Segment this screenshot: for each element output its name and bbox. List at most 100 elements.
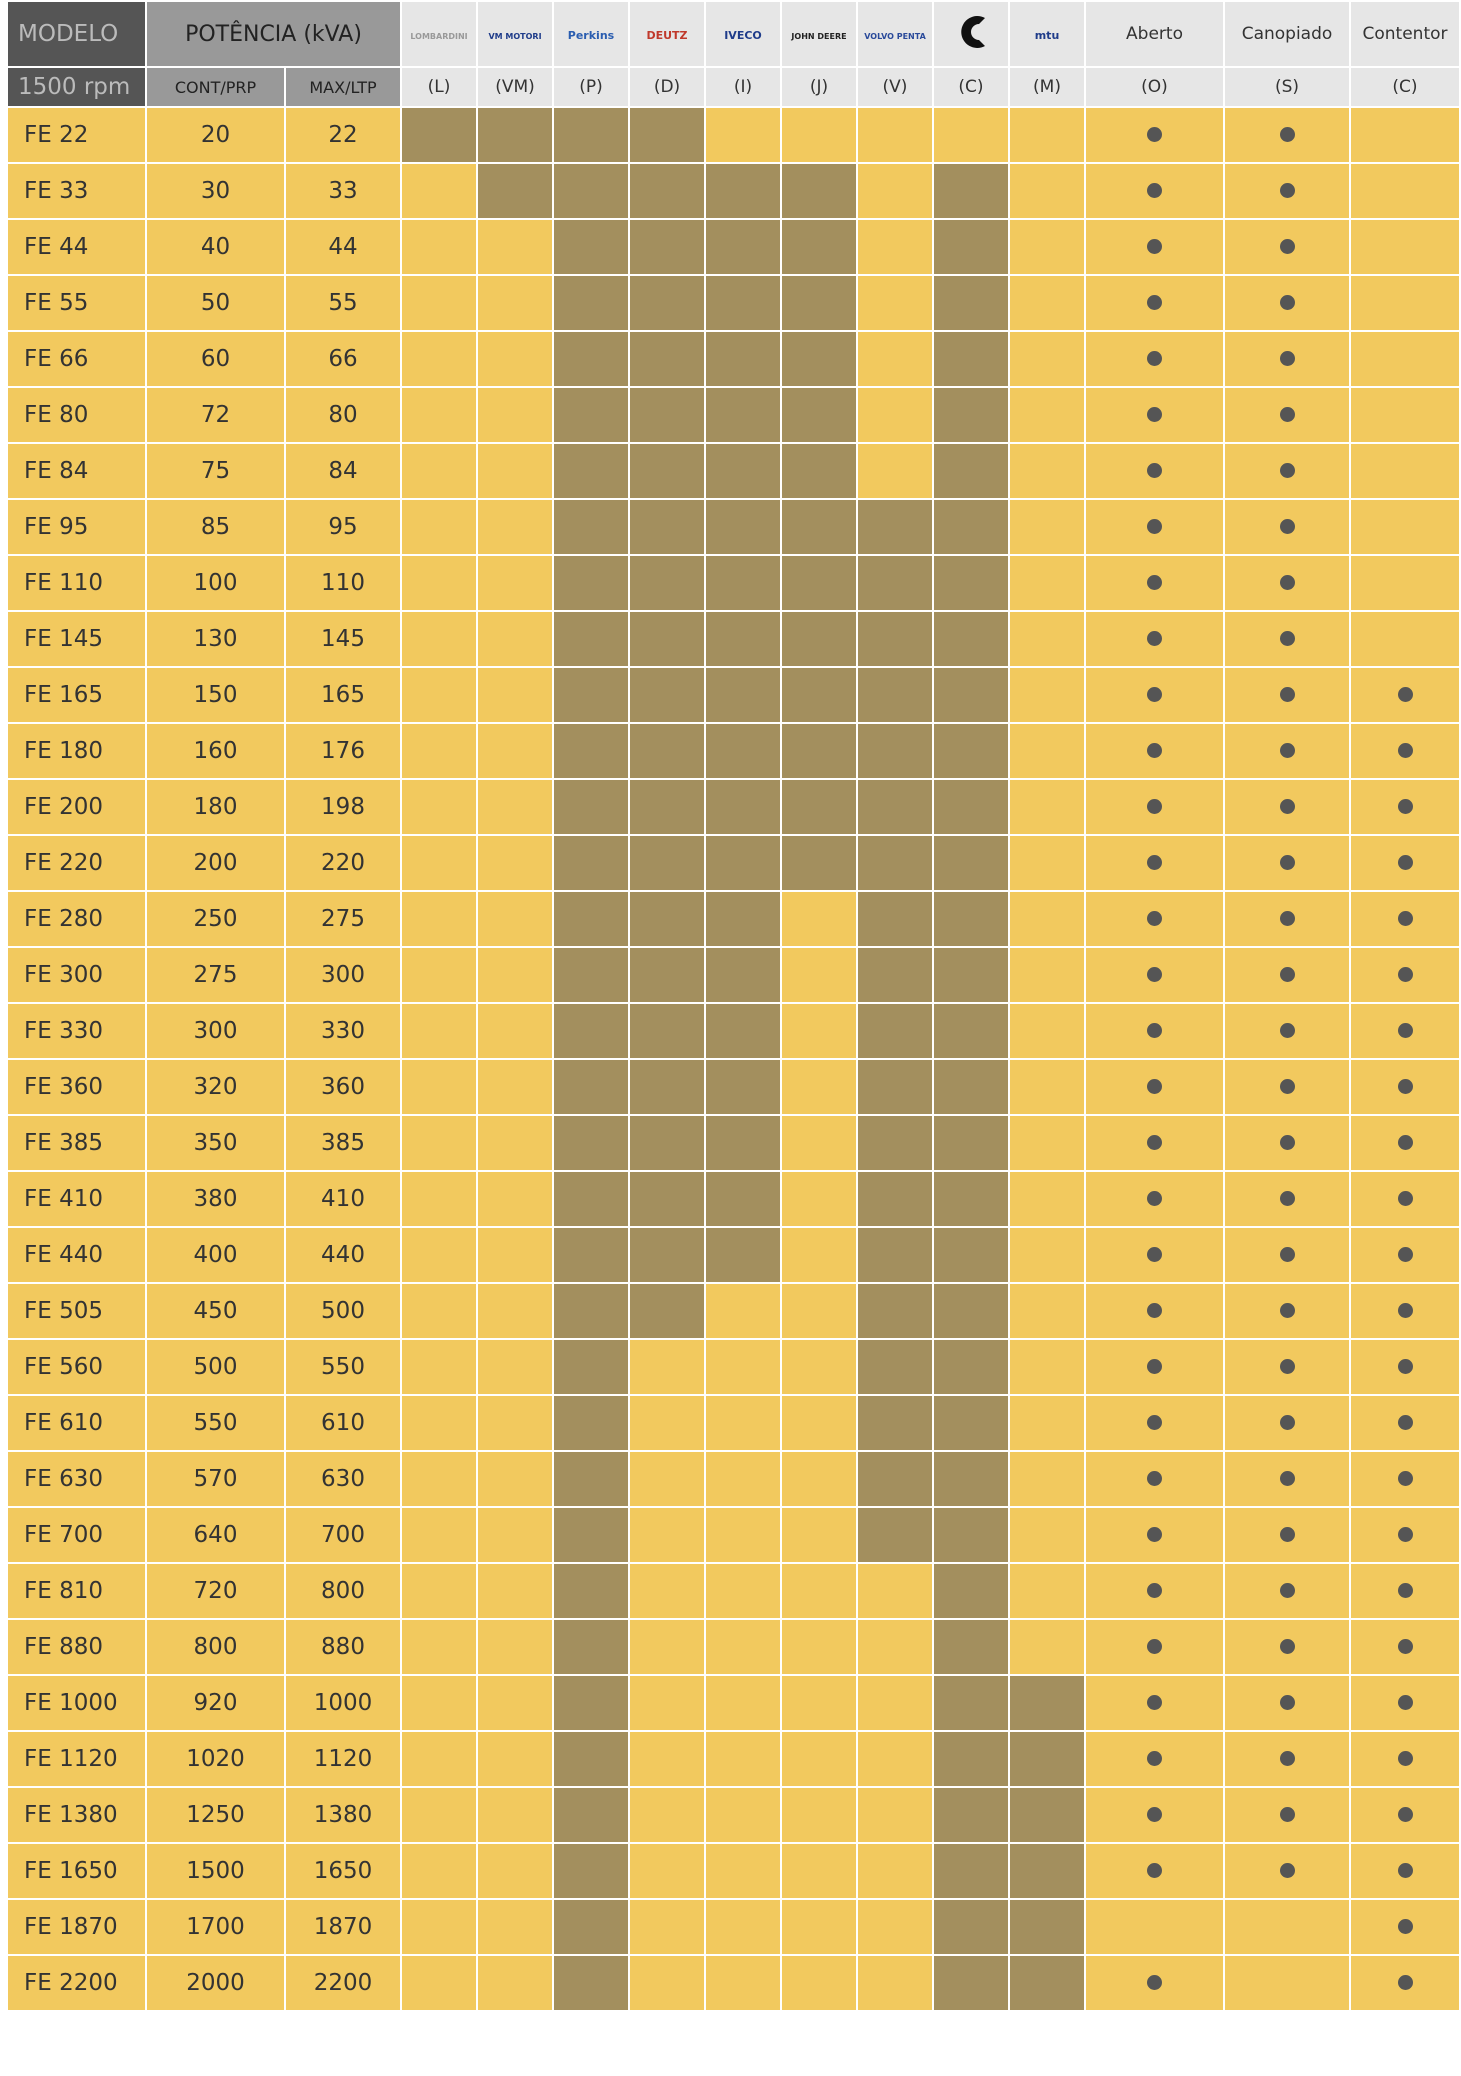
engine-cell — [477, 1451, 553, 1507]
engine-cell — [401, 163, 477, 219]
enclosure-cell — [1224, 1787, 1350, 1843]
engine-cell — [477, 107, 553, 163]
engine-cell — [705, 1339, 781, 1395]
value-cell: 800 — [146, 1619, 285, 1675]
engine-cell — [477, 1227, 553, 1283]
engine-cell — [705, 835, 781, 891]
enclosure-cell — [1085, 1003, 1224, 1059]
engine-cell — [401, 667, 477, 723]
page: {"header":{"model":"MODELO","rpm":"1500 … — [0, 0, 1461, 2076]
model-cell: FE 200 — [7, 779, 146, 835]
engine-cell — [781, 1395, 857, 1451]
brand-logo: IVECO — [724, 29, 762, 42]
engine-cell — [401, 107, 477, 163]
engine-cell — [933, 1899, 1009, 1955]
value-cell: 720 — [146, 1563, 285, 1619]
engine-cell — [1009, 1283, 1085, 1339]
engine-cell — [857, 387, 933, 443]
enclosure-cell — [1350, 891, 1460, 947]
brand-logo — [951, 14, 991, 50]
engine-cell — [553, 499, 629, 555]
engine-cell — [933, 107, 1009, 163]
engine-cell — [629, 1899, 705, 1955]
engine-cell — [705, 1899, 781, 1955]
enclosure-cell — [1350, 835, 1460, 891]
dot — [1280, 351, 1295, 366]
engine-cell — [629, 275, 705, 331]
value-cell: 1250 — [146, 1787, 285, 1843]
engine-cell — [857, 779, 933, 835]
engine-cell — [401, 1675, 477, 1731]
enclosure-cell — [1085, 1731, 1224, 1787]
value-cell: 300 — [146, 1003, 285, 1059]
logo-cell: JOHN DEERE — [781, 1, 857, 67]
engine-cell — [933, 1227, 1009, 1283]
model-cell: FE 84 — [7, 443, 146, 499]
enclosure-cell — [1224, 1339, 1350, 1395]
enclosure-cell — [1085, 1451, 1224, 1507]
value-cell: 165 — [285, 667, 401, 723]
engine-cell — [629, 1059, 705, 1115]
dot — [1280, 1807, 1295, 1822]
header-cell: (I) — [705, 67, 781, 107]
dot — [1280, 1359, 1295, 1374]
engine-cell — [781, 1675, 857, 1731]
value-cell: 220 — [285, 835, 401, 891]
engine-cell — [401, 1955, 477, 2011]
engine-cell — [477, 1283, 553, 1339]
engine-cell — [629, 891, 705, 947]
value-cell: 440 — [285, 1227, 401, 1283]
engine-cell — [553, 947, 629, 1003]
enclosure-cell — [1224, 1675, 1350, 1731]
engine-cell — [401, 1395, 477, 1451]
value-cell: 110 — [285, 555, 401, 611]
engine-cell — [401, 499, 477, 555]
engine-cell — [1009, 1227, 1085, 1283]
engine-cell — [705, 219, 781, 275]
engine-cell — [933, 387, 1009, 443]
engine-cell — [1009, 1171, 1085, 1227]
engine-cell — [1009, 779, 1085, 835]
value-cell: 75 — [146, 443, 285, 499]
enclosure-cell — [1224, 611, 1350, 667]
engine-cell — [401, 555, 477, 611]
engine-cell — [933, 1003, 1009, 1059]
engine-cell — [553, 1787, 629, 1843]
dot — [1147, 463, 1162, 478]
engine-cell — [857, 947, 933, 1003]
engine-cell — [629, 1227, 705, 1283]
dot — [1280, 1527, 1295, 1542]
engine-cell — [781, 443, 857, 499]
enclosure-cell — [1085, 1115, 1224, 1171]
enclosure-cell — [1224, 667, 1350, 723]
engine-cell — [781, 723, 857, 779]
enclosure-cell — [1350, 1563, 1460, 1619]
engine-cell — [1009, 891, 1085, 947]
dot — [1147, 1583, 1162, 1598]
enclosure-cell — [1350, 1059, 1460, 1115]
value-cell: 410 — [285, 1171, 401, 1227]
dot — [1280, 463, 1295, 478]
engine-cell — [553, 1451, 629, 1507]
enclosure-cell — [1350, 1395, 1460, 1451]
engine-cell — [705, 1843, 781, 1899]
enclosure-cell — [1224, 1115, 1350, 1171]
engine-cell — [857, 107, 933, 163]
header-cell: (V) — [857, 67, 933, 107]
model-cell: FE 630 — [7, 1451, 146, 1507]
enclosure-cell — [1085, 667, 1224, 723]
engine-cell — [857, 667, 933, 723]
engine-cell — [857, 555, 933, 611]
dot — [1280, 1247, 1295, 1262]
model-cell: FE 80 — [7, 387, 146, 443]
engine-cell — [477, 1563, 553, 1619]
enclosure-cell — [1350, 555, 1460, 611]
engine-cell — [781, 219, 857, 275]
engine-cell — [477, 667, 553, 723]
dot — [1398, 1079, 1413, 1094]
